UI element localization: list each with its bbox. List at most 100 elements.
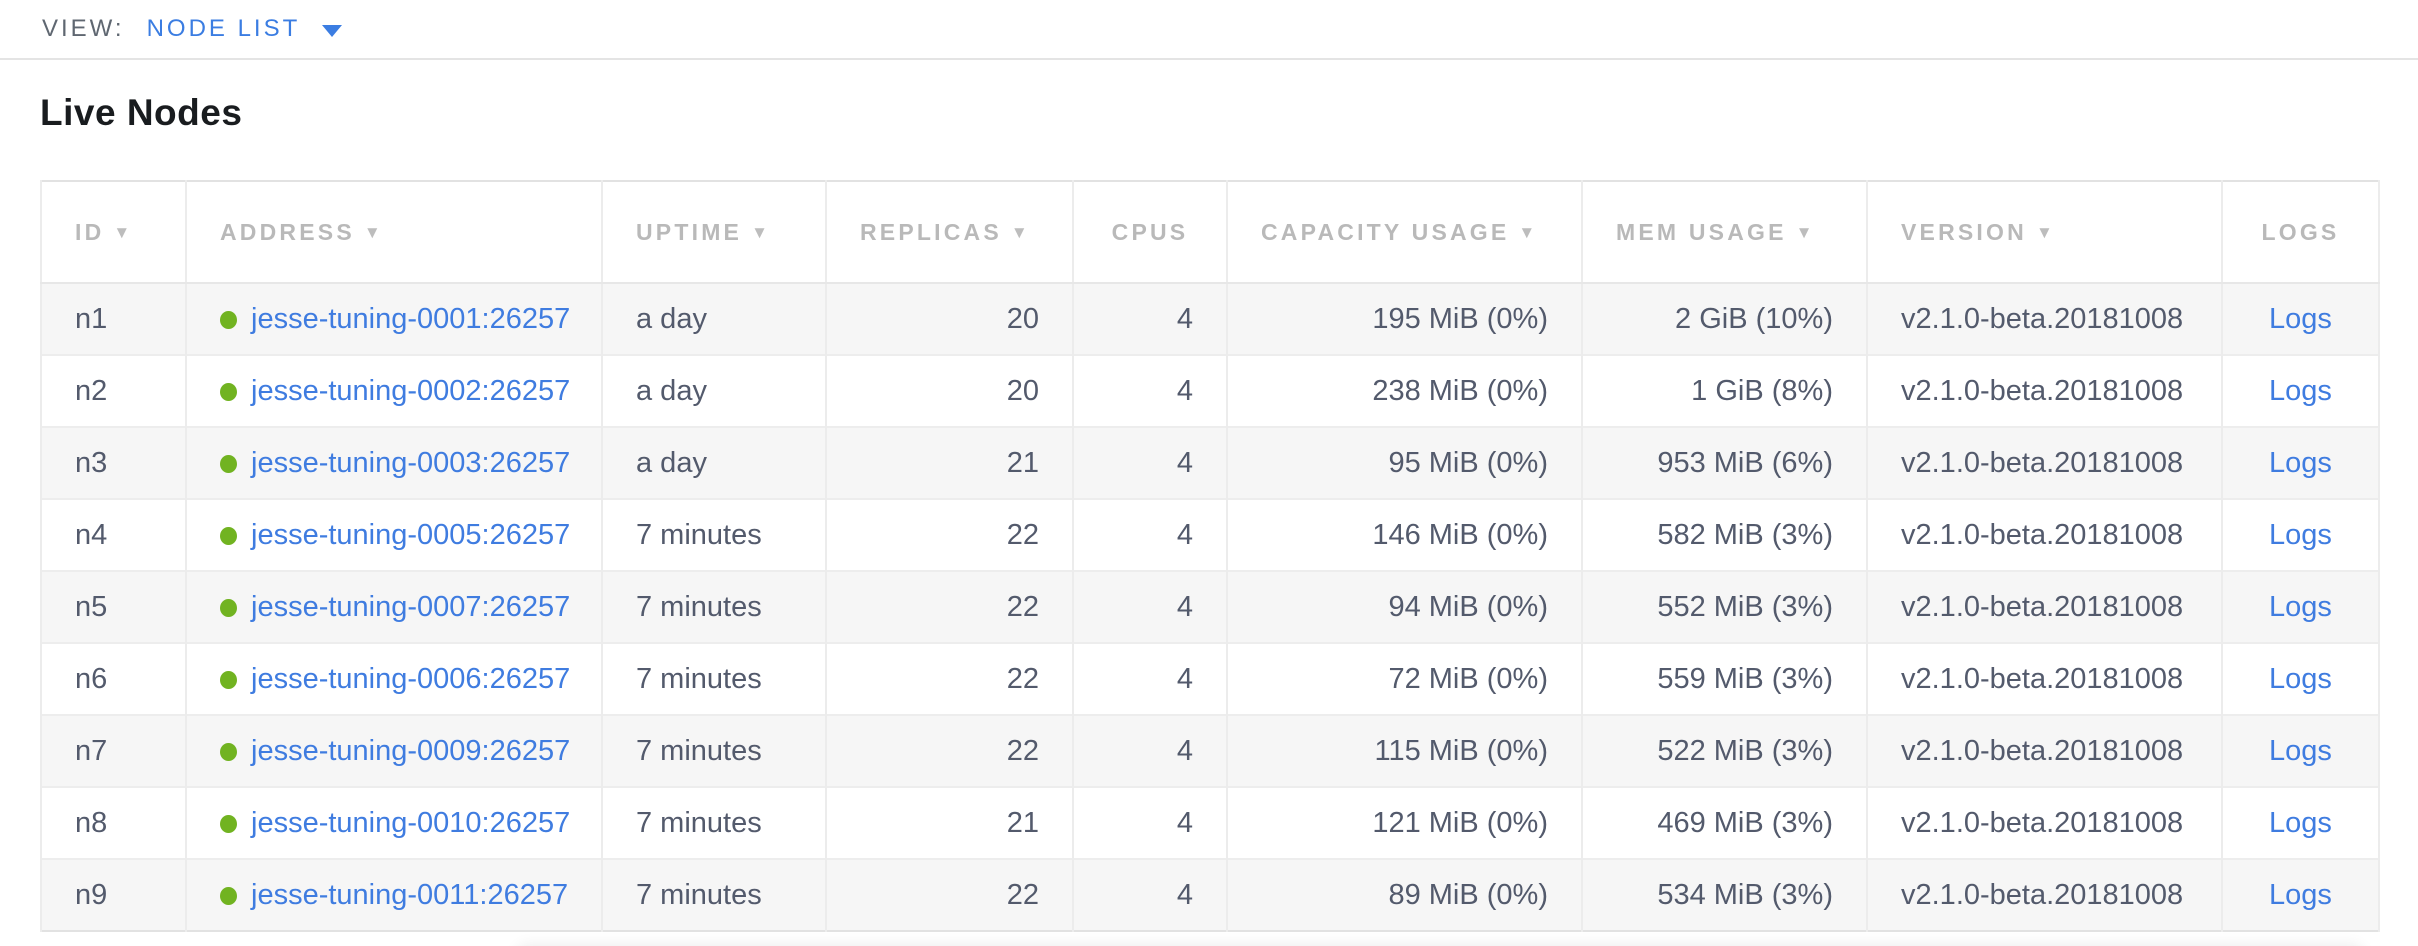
cell-version: v2.1.0-beta.20181008 xyxy=(1866,570,2223,643)
node-status-healthy-icon xyxy=(220,526,237,545)
cell-logs: Logs xyxy=(2221,786,2380,859)
table-row: n6 jesse-tuning-0006:26257 7 minutes 22 4 72 … xyxy=(40,642,2380,715)
node-logs-link[interactable]: Logs xyxy=(2269,662,2332,695)
column-header-label: REPLICAS xyxy=(860,218,1002,245)
node-status-healthy-icon xyxy=(220,742,237,761)
node-address-link[interactable]: jesse-tuning-0011:26257 xyxy=(251,878,569,911)
node-status-healthy-icon xyxy=(220,454,237,473)
cell-id: n8 xyxy=(40,786,187,859)
sort-desc-icon: ▼ xyxy=(751,222,772,242)
cell-mem: 582 MiB (3%) xyxy=(1581,498,1868,571)
cell-cpus: 4 xyxy=(1072,714,1228,787)
cell-cpus: 4 xyxy=(1072,858,1228,931)
node-address-link[interactable]: jesse-tuning-0006:26257 xyxy=(251,662,571,695)
column-header-address[interactable]: ADDRESS ▼ xyxy=(185,181,603,284)
cell-uptime: 7 minutes xyxy=(601,642,827,715)
node-logs-link[interactable]: Logs xyxy=(2269,878,2332,911)
node-logs-link[interactable]: Logs xyxy=(2269,374,2332,407)
node-status-healthy-icon xyxy=(220,598,237,617)
node-status-healthy-icon xyxy=(220,814,237,833)
cell-logs: Logs xyxy=(2221,426,2380,499)
node-address-link[interactable]: jesse-tuning-0003:26257 xyxy=(251,446,571,479)
cell-capacity: 89 MiB (0%) xyxy=(1226,858,1583,931)
cell-mem: 552 MiB (3%) xyxy=(1581,570,1868,643)
caret-down-icon xyxy=(322,25,343,37)
column-header-label: ID xyxy=(75,218,105,245)
cell-version: v2.1.0-beta.20181008 xyxy=(1866,642,2223,715)
table-row: n5 jesse-tuning-0007:26257 7 minutes 22 4 94 … xyxy=(40,570,2380,643)
column-header-cpus: CPUS xyxy=(1072,181,1228,284)
node-address-link[interactable]: jesse-tuning-0009:26257 xyxy=(251,734,571,767)
table-row: n9 jesse-tuning-0011:26257 7 minutes 22 4 89 … xyxy=(40,858,2380,931)
view-selector[interactable]: NODE LIST xyxy=(147,15,343,43)
cell-logs: Logs xyxy=(2221,570,2380,643)
node-address-link[interactable]: jesse-tuning-0010:26257 xyxy=(251,806,571,839)
cell-uptime: a day xyxy=(601,426,827,499)
column-header-id[interactable]: ID ▼ xyxy=(40,181,187,284)
cell-mem: 469 MiB (3%) xyxy=(1581,786,1868,859)
sort-desc-icon: ▼ xyxy=(1518,222,1539,242)
cell-capacity: 95 MiB (0%) xyxy=(1226,426,1583,499)
cell-id: n9 xyxy=(40,858,187,931)
node-logs-link[interactable]: Logs xyxy=(2269,734,2332,767)
column-header-version[interactable]: VERSION ▼ xyxy=(1866,181,2223,284)
node-logs-link[interactable]: Logs xyxy=(2269,590,2332,623)
cell-replicas: 22 xyxy=(825,714,1074,787)
node-logs-link[interactable]: Logs xyxy=(2269,518,2332,551)
cell-logs: Logs xyxy=(2221,858,2380,931)
cell-address: jesse-tuning-0010:26257 xyxy=(185,786,603,859)
view-selected-value: NODE LIST xyxy=(146,15,301,42)
cell-id: n1 xyxy=(40,282,187,355)
cell-version: v2.1.0-beta.20181008 xyxy=(1866,498,2223,571)
cell-cpus: 4 xyxy=(1072,642,1228,715)
view-label: VIEW: xyxy=(42,15,125,42)
cell-replicas: 20 xyxy=(825,282,1074,355)
cell-uptime: 7 minutes xyxy=(601,570,827,643)
cell-capacity: 238 MiB (0%) xyxy=(1226,354,1583,427)
node-address-link[interactable]: jesse-tuning-0007:26257 xyxy=(251,590,571,623)
node-address-link[interactable]: jesse-tuning-0005:26257 xyxy=(251,518,571,551)
live-nodes-table: ID ▼ ADDRESS ▼ UPTIME ▼ REPLICAS ▼ CPUS CAPACITY … xyxy=(40,180,2380,932)
cell-address: jesse-tuning-0007:26257 xyxy=(185,570,603,643)
column-header-label: VERSION xyxy=(1901,218,2027,245)
cell-address: jesse-tuning-0011:26257 xyxy=(185,858,603,931)
cell-replicas: 20 xyxy=(825,354,1074,427)
cell-address: jesse-tuning-0006:26257 xyxy=(185,642,603,715)
cell-version: v2.1.0-beta.20181008 xyxy=(1866,426,2223,499)
cell-version: v2.1.0-beta.20181008 xyxy=(1866,354,2223,427)
cell-mem: 522 MiB (3%) xyxy=(1581,714,1868,787)
cell-logs: Logs xyxy=(2221,642,2380,715)
node-status-healthy-icon xyxy=(220,886,237,905)
column-header-mem[interactable]: MEM USAGE ▼ xyxy=(1581,181,1868,284)
cell-replicas: 22 xyxy=(825,570,1074,643)
cell-version: v2.1.0-beta.20181008 xyxy=(1866,282,2223,355)
column-header-label: CAPACITY USAGE xyxy=(1261,218,1510,245)
cell-version: v2.1.0-beta.20181008 xyxy=(1866,786,2223,859)
cell-uptime: a day xyxy=(601,282,827,355)
cell-id: n4 xyxy=(40,498,187,571)
node-logs-link[interactable]: Logs xyxy=(2269,806,2332,839)
cell-id: n5 xyxy=(40,570,187,643)
cell-cpus: 4 xyxy=(1072,570,1228,643)
table-header-row: ID ▼ ADDRESS ▼ UPTIME ▼ REPLICAS ▼ CPUS CAPACITY … xyxy=(40,181,2380,284)
cell-mem: 1 GiB (8%) xyxy=(1581,354,1868,427)
sort-desc-icon: ▼ xyxy=(363,222,384,242)
sort-desc-icon: ▼ xyxy=(1010,222,1031,242)
cell-replicas: 22 xyxy=(825,642,1074,715)
column-header-label: ADDRESS xyxy=(220,218,355,245)
column-header-logs: LOGS xyxy=(2221,181,2380,284)
cell-uptime: 7 minutes xyxy=(601,786,827,859)
cell-capacity: 195 MiB (0%) xyxy=(1226,282,1583,355)
cell-uptime: 7 minutes xyxy=(601,714,827,787)
node-logs-link[interactable]: Logs xyxy=(2269,446,2332,479)
column-header-capacity[interactable]: CAPACITY USAGE ▼ xyxy=(1226,181,1583,284)
column-header-uptime[interactable]: UPTIME ▼ xyxy=(601,181,827,284)
column-header-replicas[interactable]: REPLICAS ▼ xyxy=(825,181,1074,284)
node-logs-link[interactable]: Logs xyxy=(2269,302,2332,335)
node-address-link[interactable]: jesse-tuning-0002:26257 xyxy=(251,374,571,407)
cell-logs: Logs xyxy=(2221,498,2380,571)
cell-cpus: 4 xyxy=(1072,498,1228,571)
node-address-link[interactable]: jesse-tuning-0001:26257 xyxy=(251,302,571,335)
cell-replicas: 22 xyxy=(825,498,1074,571)
cell-version: v2.1.0-beta.20181008 xyxy=(1866,714,2223,787)
